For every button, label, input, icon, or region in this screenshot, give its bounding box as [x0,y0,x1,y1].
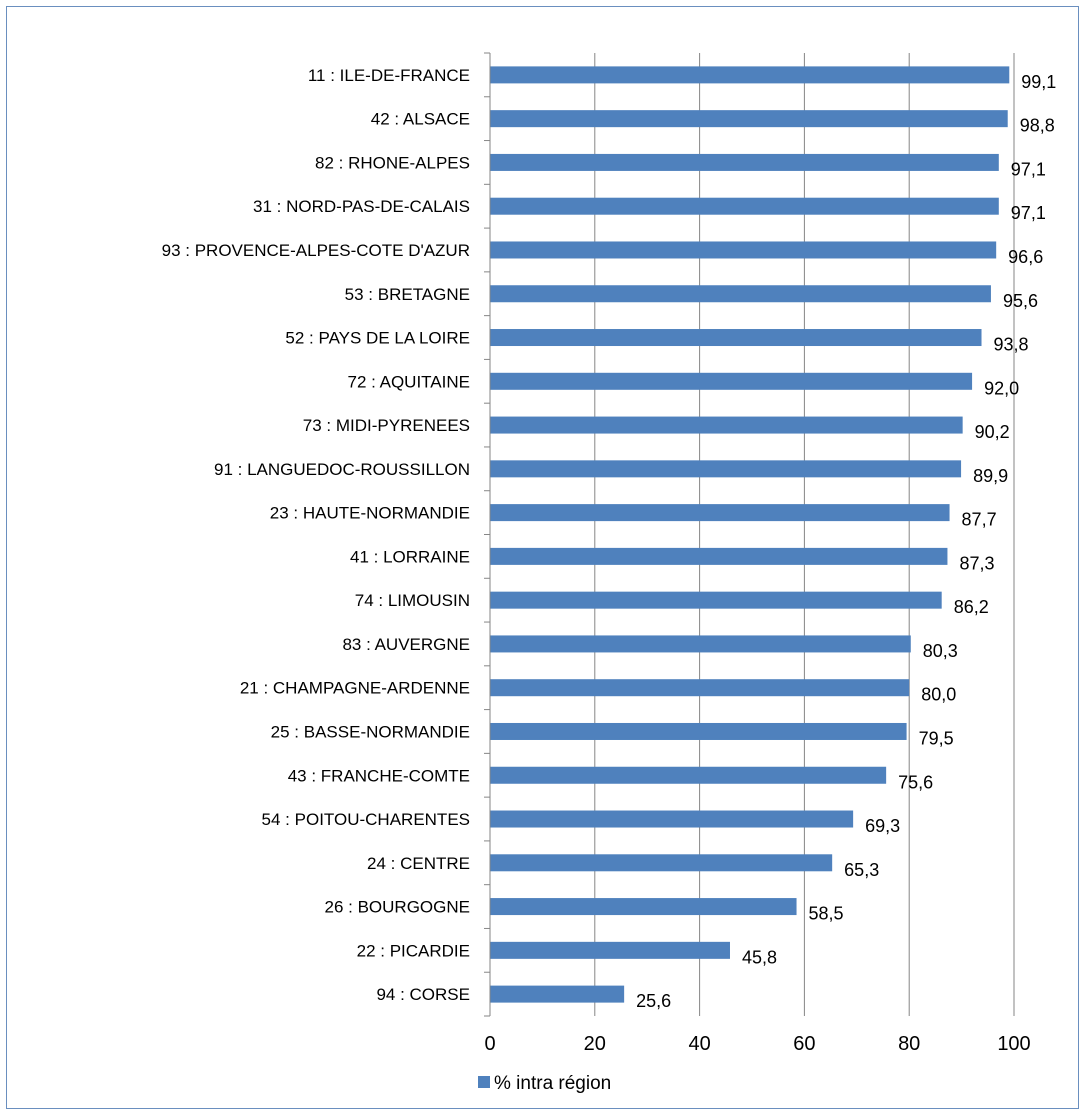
data-label: 86,2 [954,597,989,617]
data-label: 97,1 [1011,159,1046,179]
data-label: 58,5 [809,904,844,924]
bar [490,898,797,916]
data-label: 93,8 [994,335,1029,355]
category-label: 54 : POITOU-CHARENTES [262,810,470,829]
category-labels: 11 : ILE-DE-FRANCE 42 : ALSACE 82 : RHONE-… [162,66,470,1004]
category-label: 94 : CORSE [376,985,470,1004]
axes [484,52,491,1017]
category-label: 11 : ILE-DE-FRANCE [308,66,470,85]
data-label: 96,6 [1008,247,1043,267]
data-label: 92,0 [984,378,1019,398]
x-tick-label: 60 [793,1033,815,1055]
bar [490,504,950,522]
category-label: 72 : AQUITAINE [347,372,470,391]
bar [490,329,982,347]
value-labels: 99,1 98,8 97,1 97,1 96,6 95,6 93,8 92,0 90,2 89,9… [636,72,1056,1011]
category-label: 24 : CENTRE [367,854,470,873]
legend-label: % intra région [494,1073,611,1094]
bar [490,591,942,609]
data-label: 89,9 [973,466,1008,486]
data-label: 80,3 [923,641,958,661]
data-label: 87,3 [959,553,994,573]
data-label: 80,0 [921,685,956,705]
legend-swatch [478,1076,490,1088]
data-label: 97,1 [1011,203,1046,223]
bar [490,810,854,828]
gridlines [594,53,1015,1016]
category-label: 26 : BOURGOGNE [325,898,470,917]
category-label: 23 : HAUTE-NORMANDIE [270,504,470,523]
data-label: 75,6 [898,772,933,792]
category-label: 83 : AUVERGNE [342,635,470,654]
bar [490,416,963,434]
bar [490,547,948,565]
category-label: 73 : MIDI-PYRENEES [303,416,470,435]
bar [490,985,625,1003]
bar [490,854,833,872]
bars [490,66,1010,1003]
category-label: 42 : ALSACE [371,110,470,129]
data-label: 90,2 [975,422,1010,442]
bar [490,197,999,215]
legend: % intra région [478,1073,611,1094]
category-label: 31 : NORD-PAS-DE-CALAIS [253,197,470,216]
bar [490,66,1010,84]
data-label: 25,6 [636,991,671,1011]
data-label: 79,5 [919,728,954,748]
data-label: 87,7 [962,510,997,530]
bar [490,285,991,303]
bar [490,635,911,653]
bar [490,679,910,697]
category-label: 53 : BRETAGNE [345,285,470,304]
data-label: 65,3 [844,860,879,880]
data-label: 98,8 [1020,116,1055,136]
category-label: 93 : PROVENCE-ALPES-COTE D'AZUR [162,241,470,260]
data-label: 69,3 [865,816,900,836]
bar [490,153,999,171]
category-label: 41 : LORRAINE [350,547,470,566]
data-label: 95,6 [1003,291,1038,311]
bar [490,241,997,259]
tick-labels: 0 20 40 60 80 100 [484,1033,1030,1055]
x-tick-label: 0 [484,1033,495,1055]
x-tick-label: 20 [584,1033,606,1055]
x-tick-label: 100 [997,1033,1030,1055]
category-label: 91 : LANGUEDOC-ROUSSILLON [214,460,470,479]
data-label: 45,8 [742,947,777,967]
data-label: 99,1 [1021,72,1056,92]
bar [490,722,907,740]
x-tick-label: 40 [688,1033,710,1055]
category-label: 82 : RHONE-ALPES [315,153,470,172]
bar [490,941,730,959]
category-label: 25 : BASSE-NORMANDIE [271,722,470,741]
category-label: 43 : FRANCHE-COMTE [288,766,470,785]
category-label: 21 : CHAMPAGNE-ARDENNE [240,679,470,698]
category-label: 52 : PAYS DE LA LOIRE [285,329,470,348]
x-tick-label: 80 [898,1033,920,1055]
bar [490,372,973,390]
bar [490,766,887,784]
bar [490,460,962,478]
bar [490,110,1008,128]
category-label: 74 : LIMOUSIN [355,591,470,610]
category-label: 22 : PICARDIE [357,941,470,960]
